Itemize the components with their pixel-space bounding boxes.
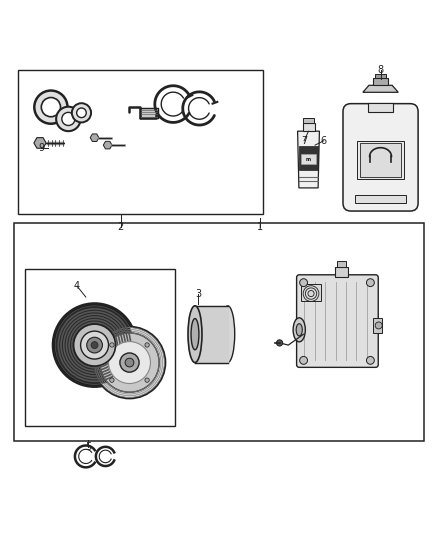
- Polygon shape: [34, 138, 46, 148]
- Polygon shape: [297, 131, 319, 188]
- Polygon shape: [141, 108, 158, 118]
- Bar: [368, 103, 393, 111]
- Ellipse shape: [296, 324, 302, 336]
- Bar: [14, 223, 424, 441]
- Circle shape: [367, 279, 374, 287]
- Circle shape: [145, 378, 149, 382]
- Text: 7: 7: [301, 136, 307, 146]
- Circle shape: [55, 306, 134, 384]
- Bar: [355, 195, 406, 203]
- Text: 9: 9: [38, 143, 44, 153]
- Circle shape: [53, 304, 136, 386]
- Polygon shape: [103, 141, 112, 149]
- Bar: [374, 318, 382, 333]
- Bar: [303, 123, 314, 131]
- Circle shape: [100, 333, 159, 392]
- Bar: [299, 147, 318, 171]
- FancyBboxPatch shape: [297, 275, 378, 367]
- Circle shape: [41, 98, 60, 117]
- Text: 8: 8: [378, 65, 384, 75]
- Circle shape: [94, 327, 165, 398]
- Circle shape: [110, 343, 114, 347]
- Circle shape: [367, 357, 374, 364]
- Bar: [18, 70, 263, 214]
- Ellipse shape: [188, 306, 202, 362]
- Text: 3: 3: [195, 288, 201, 298]
- Circle shape: [34, 91, 67, 124]
- Bar: [337, 261, 346, 266]
- Polygon shape: [90, 134, 99, 141]
- Bar: [300, 154, 316, 164]
- Text: 5: 5: [85, 442, 91, 452]
- FancyBboxPatch shape: [343, 103, 418, 211]
- Text: 1: 1: [258, 222, 264, 232]
- Bar: [304, 118, 314, 123]
- Circle shape: [109, 342, 150, 384]
- Bar: [25, 269, 175, 426]
- Circle shape: [300, 279, 307, 287]
- Bar: [360, 143, 401, 176]
- Circle shape: [72, 103, 91, 123]
- Circle shape: [125, 358, 134, 367]
- Bar: [375, 74, 386, 78]
- Circle shape: [145, 343, 149, 347]
- Bar: [373, 78, 389, 85]
- Circle shape: [87, 337, 102, 353]
- Bar: [335, 266, 348, 277]
- Circle shape: [120, 353, 139, 372]
- Bar: [357, 141, 404, 179]
- Circle shape: [77, 108, 86, 118]
- Polygon shape: [363, 85, 398, 92]
- Circle shape: [110, 378, 114, 382]
- Text: 6: 6: [321, 136, 327, 146]
- Circle shape: [375, 322, 382, 329]
- Ellipse shape: [293, 318, 305, 342]
- Text: 4: 4: [74, 281, 80, 291]
- Circle shape: [74, 324, 116, 366]
- Circle shape: [62, 112, 75, 125]
- Circle shape: [81, 331, 109, 359]
- Circle shape: [91, 342, 98, 349]
- Circle shape: [56, 107, 81, 131]
- Text: m: m: [306, 157, 311, 161]
- Circle shape: [276, 340, 283, 346]
- Bar: [301, 284, 321, 302]
- Ellipse shape: [221, 306, 235, 362]
- Ellipse shape: [191, 319, 199, 350]
- Polygon shape: [195, 306, 228, 362]
- Circle shape: [300, 357, 307, 364]
- Text: 2: 2: [118, 222, 124, 232]
